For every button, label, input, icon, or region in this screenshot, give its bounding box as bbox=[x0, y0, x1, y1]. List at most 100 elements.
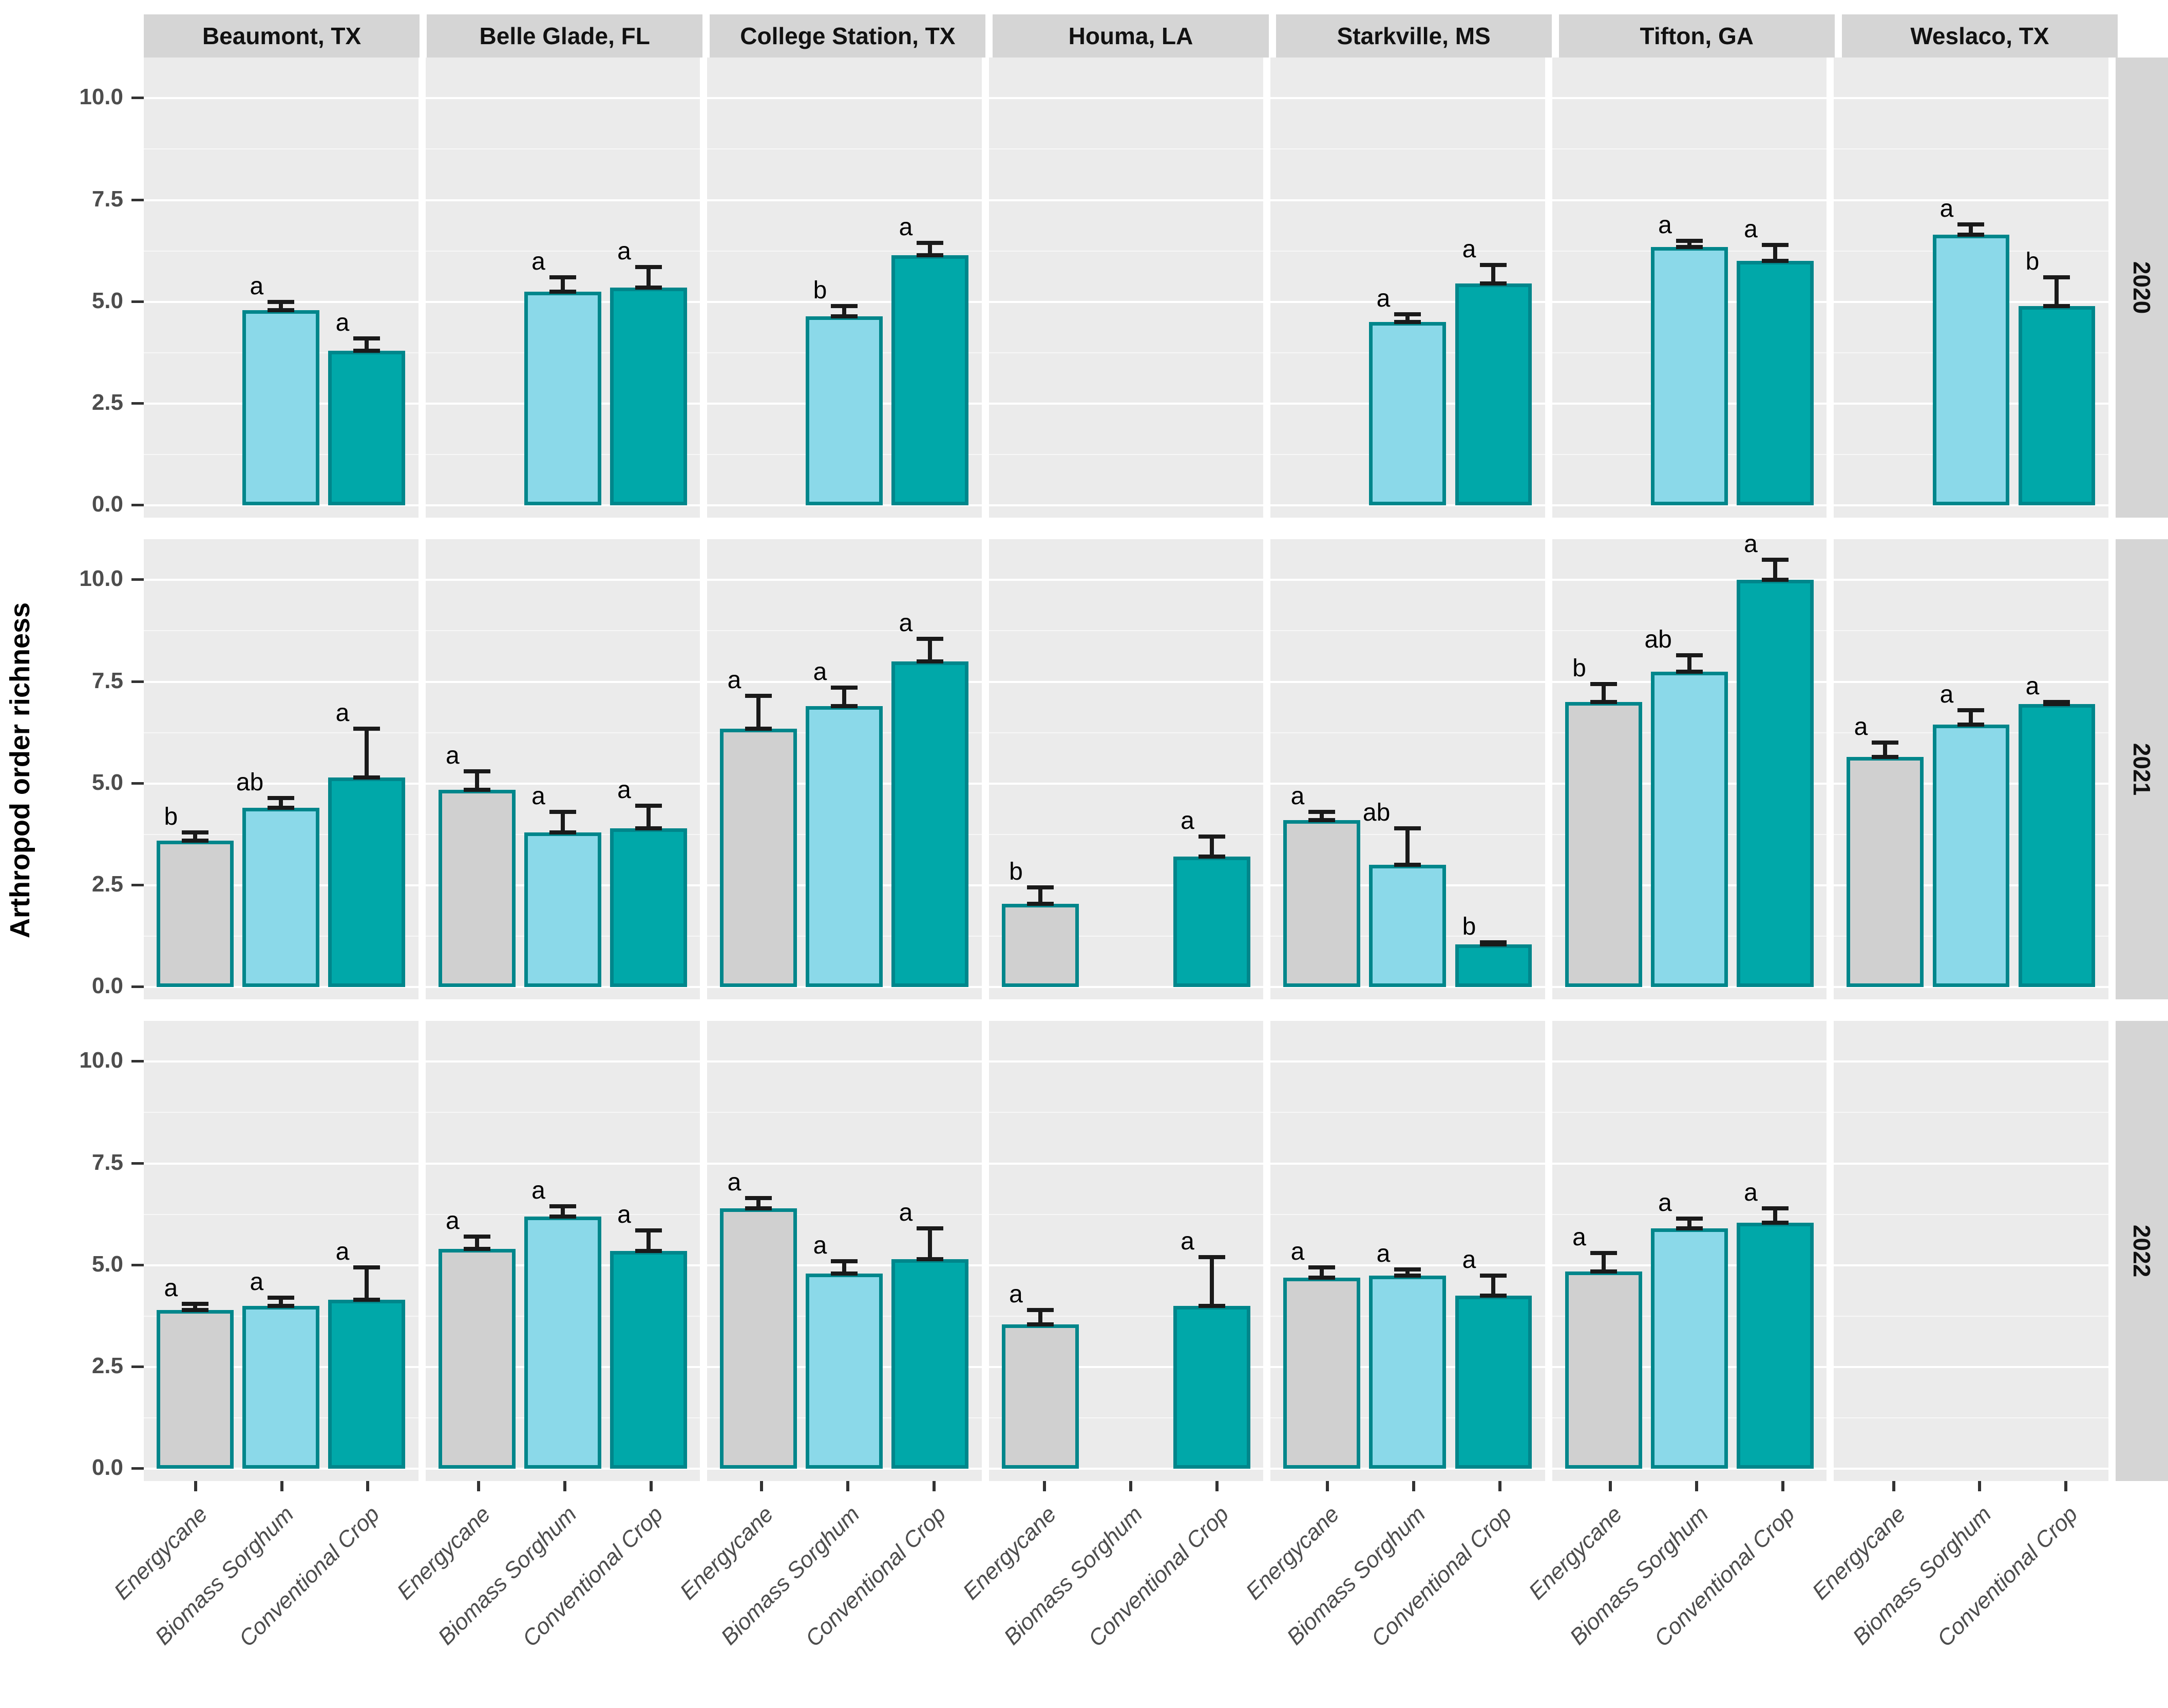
error-bar-cap bbox=[463, 1235, 490, 1239]
error-bar-cap bbox=[1590, 1250, 1617, 1255]
panel-2022-6: a a a bbox=[1552, 1021, 1827, 1481]
error-bar-cap bbox=[917, 637, 944, 641]
gridline-major bbox=[425, 1060, 700, 1063]
panel-2021-7: a a a bbox=[1834, 539, 2108, 999]
gridline-major bbox=[707, 300, 982, 303]
bar-energycane bbox=[720, 728, 797, 988]
x-tick bbox=[1978, 1481, 1982, 1491]
error-bar-cap bbox=[1308, 818, 1336, 823]
gridline-major bbox=[1270, 97, 1545, 100]
error-bar-cap bbox=[635, 265, 662, 270]
facet-strip-year-label: 2021 bbox=[2128, 743, 2155, 796]
x-tick bbox=[1498, 1481, 1501, 1491]
x-tick bbox=[563, 1481, 566, 1491]
gridline-major bbox=[144, 504, 419, 507]
error-bar-cap bbox=[353, 336, 381, 341]
bar-conventional-crop bbox=[2018, 704, 2096, 988]
y-axis-title: Arthropod order richness bbox=[5, 602, 35, 939]
sig-letter: a bbox=[446, 1207, 460, 1235]
gridline-minor bbox=[1270, 630, 1545, 632]
error-bar bbox=[1969, 224, 1973, 235]
panel-2021-3: a a a bbox=[707, 539, 982, 999]
x-tick bbox=[477, 1481, 480, 1491]
bar-biomass-sorghum bbox=[242, 808, 320, 988]
gridline-minor bbox=[1270, 1112, 1545, 1113]
sig-letter: a bbox=[1658, 1189, 1672, 1217]
y-tick-label: 5.0 bbox=[91, 769, 123, 795]
sig-letter: a bbox=[813, 658, 827, 686]
x-axis-column: Energycane Biomass Sorghum Conventional Cr… bbox=[1524, 1481, 1835, 1664]
x-tick bbox=[1892, 1481, 1895, 1491]
gridline-major bbox=[1552, 1060, 1827, 1063]
gridline-minor bbox=[988, 630, 1264, 632]
error-bar bbox=[842, 688, 847, 707]
gridline-major bbox=[144, 199, 419, 201]
bar-conventional-crop bbox=[328, 777, 406, 988]
sig-letter: a bbox=[617, 1201, 631, 1229]
x-axis-column: Energycane Biomass Sorghum Conventional Cr… bbox=[1241, 1481, 1552, 1664]
sig-letter: a bbox=[1572, 1223, 1586, 1251]
y-tick-label: 2.5 bbox=[91, 871, 123, 897]
y-tick-label: 0.0 bbox=[91, 973, 123, 999]
gridline-major bbox=[707, 680, 982, 683]
error-bar bbox=[1883, 743, 1888, 757]
gridline-major bbox=[1270, 1264, 1545, 1266]
gridline-major bbox=[707, 1162, 982, 1165]
error-bar-cap bbox=[1394, 320, 1421, 325]
gridline-minor bbox=[988, 732, 1264, 733]
bar-biomass-sorghum bbox=[1651, 1228, 1728, 1469]
gridline-major bbox=[425, 1162, 700, 1165]
sig-letter: a bbox=[1744, 215, 1758, 243]
gridline-minor bbox=[988, 352, 1264, 353]
gridline-major bbox=[707, 199, 982, 201]
error-bar-cap bbox=[1308, 1275, 1336, 1280]
bar-biomass-sorghum bbox=[242, 310, 320, 506]
sig-letter: a bbox=[531, 1176, 545, 1204]
error-bar-cap bbox=[1480, 1294, 1507, 1298]
bar-conventional-crop bbox=[1173, 1306, 1250, 1469]
bar-energycane bbox=[1001, 903, 1079, 988]
bar-energycane bbox=[157, 840, 234, 988]
bar-biomass-sorghum bbox=[806, 1273, 883, 1469]
facet-strip-year: 2020 bbox=[2115, 58, 2168, 518]
gridline-major bbox=[425, 782, 700, 785]
error-bar-cap bbox=[1957, 222, 1985, 227]
gridline-minor bbox=[1834, 630, 2108, 632]
error-bar-cap bbox=[745, 1195, 772, 1200]
bar-biomass-sorghum bbox=[524, 291, 601, 506]
x-axis-column: Energycane Biomass Sorghum Conventional Cr… bbox=[675, 1481, 985, 1664]
error-bar-cap bbox=[635, 1249, 662, 1253]
error-bar-cap bbox=[1026, 901, 1054, 906]
error-bar bbox=[1320, 812, 1324, 821]
error-bar-cap bbox=[463, 769, 490, 773]
error-bar-cap bbox=[1394, 826, 1421, 830]
bar-biomass-sorghum bbox=[1932, 234, 2010, 506]
error-bar-cap bbox=[549, 289, 576, 294]
x-tick bbox=[1695, 1481, 1699, 1491]
error-bar bbox=[756, 1198, 761, 1208]
sig-letter: a bbox=[1181, 807, 1194, 834]
error-bar bbox=[1773, 244, 1777, 261]
error-bar-cap bbox=[1394, 1273, 1421, 1278]
x-tick bbox=[194, 1481, 197, 1491]
error-bar-cap bbox=[1676, 1216, 1703, 1221]
error-bar-cap bbox=[1480, 263, 1507, 268]
error-bar-cap bbox=[917, 253, 944, 257]
facet-strip-location: College Station, TX bbox=[710, 14, 986, 58]
x-tick bbox=[846, 1481, 849, 1491]
gridline-major bbox=[1834, 1468, 2108, 1470]
gridline-major bbox=[144, 986, 419, 989]
error-bar bbox=[1491, 265, 1496, 284]
error-bar-cap bbox=[1872, 755, 1899, 760]
gridline-minor bbox=[1834, 1112, 2108, 1113]
gridline-major bbox=[425, 680, 700, 683]
error-bar-cap bbox=[1480, 940, 1507, 944]
gridline-minor bbox=[425, 630, 700, 632]
y-tick bbox=[131, 1467, 144, 1470]
y-tick bbox=[131, 1162, 144, 1165]
gridline-major bbox=[144, 680, 419, 683]
bar-conventional-crop bbox=[1455, 283, 1532, 506]
gridline-major bbox=[988, 1468, 1264, 1470]
error-bar-cap bbox=[1026, 885, 1054, 889]
